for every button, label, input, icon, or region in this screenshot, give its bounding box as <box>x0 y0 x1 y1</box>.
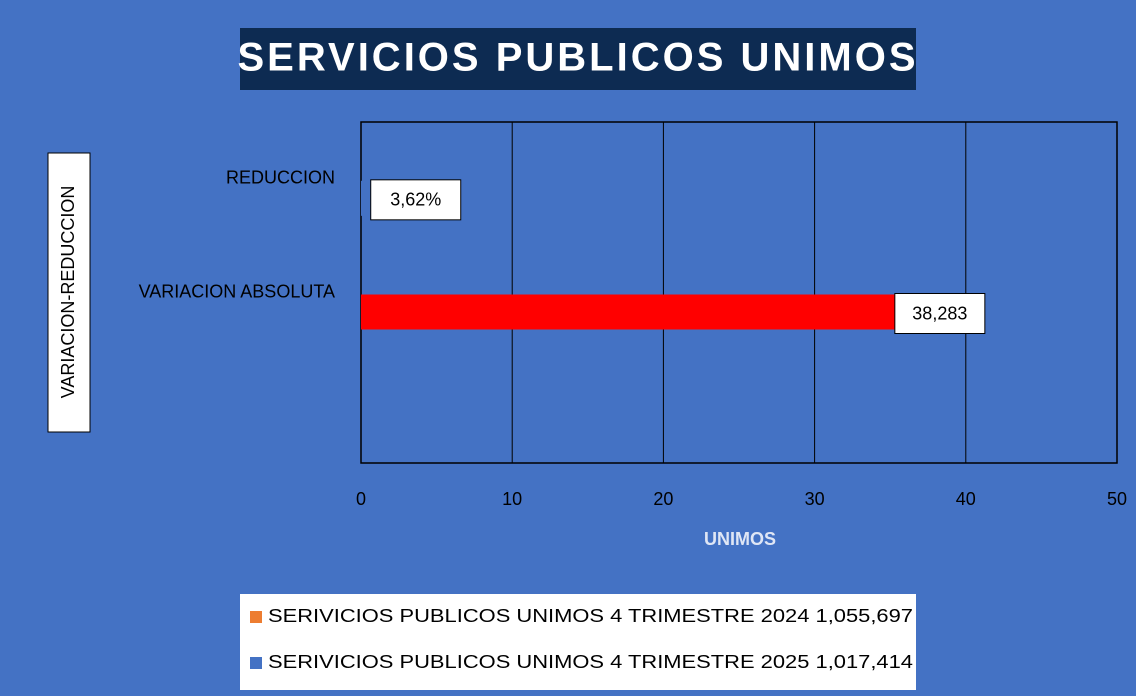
title-box <box>240 28 916 90</box>
data-label: 3,62% <box>390 190 441 210</box>
data-label: 38,283 <box>912 303 967 323</box>
legend-label: SERIVICIOS PUBLICOS UNIMOS 4 TRIMESTRE 2… <box>268 652 913 672</box>
y-title-box <box>47 152 91 433</box>
legend-swatch <box>250 611 262 623</box>
legend-swatch <box>250 657 262 669</box>
legend-box <box>240 594 916 690</box>
y-tick-label: REDUCCION <box>226 168 335 188</box>
legend-label: SERIVICIOS PUBLICOS UNIMOS 4 TRIMESTRE 2… <box>268 606 913 626</box>
x-tick-label: 50 <box>1107 489 1127 509</box>
chart-title: SERVICIOS PUBLICOS UNIMOS <box>237 36 918 80</box>
x-tick-label: 10 <box>502 489 522 509</box>
x-tick-label: 20 <box>653 489 673 509</box>
data-label-box <box>894 293 986 334</box>
x-tick-label: 40 <box>956 489 976 509</box>
y-axis-title: VARIACION-REDUCCION <box>58 186 78 399</box>
data-label-box <box>370 179 462 221</box>
x-tick-label: 0 <box>356 489 366 509</box>
x-axis-title: UNIMOS <box>704 529 776 549</box>
bar <box>361 294 940 330</box>
x-tick-label: 30 <box>805 489 825 509</box>
y-tick-label: VARIACION ABSOLUTA <box>139 281 335 301</box>
